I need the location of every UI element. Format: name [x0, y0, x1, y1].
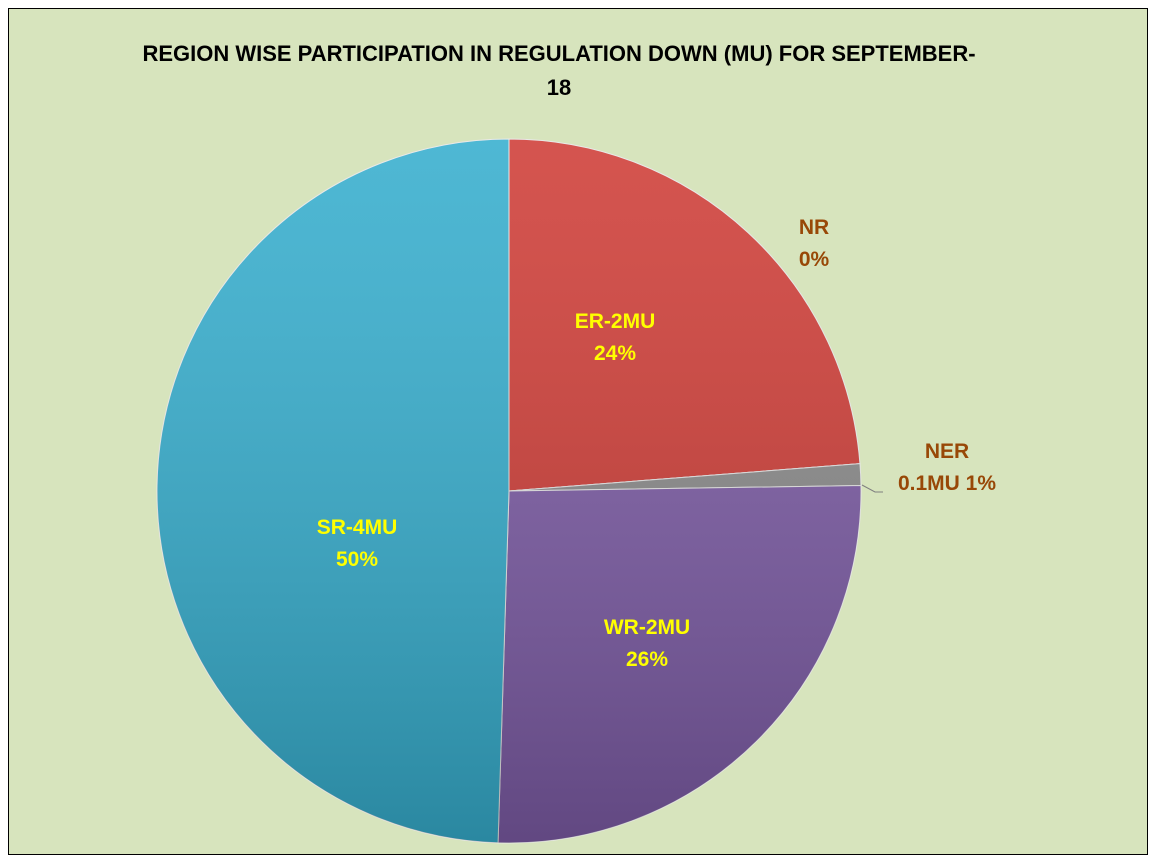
value-label: 1% [965, 472, 997, 495]
chart [156, 138, 883, 844]
pie-slice [156, 138, 510, 844]
category-label: WR-2MU [603, 616, 691, 639]
slice-label: NR 0% [799, 212, 829, 276]
chart-area: REGION WISE PARTICIPATION IN REGULATION … [8, 8, 1148, 855]
value-label: 24% [593, 342, 637, 365]
value-label: 50% [335, 548, 379, 571]
slice-label: NER 0.1MU 1% [897, 436, 997, 500]
category-label: NER 0.1MU [897, 440, 970, 495]
pie-slice [508, 138, 861, 492]
slice-label: SR-4MU 50% [317, 512, 398, 576]
leader-line [861, 484, 883, 493]
slice-label: WR-2MU 26% [604, 612, 690, 676]
category-label: ER-2MU [574, 310, 656, 333]
chart-title: REGION WISE PARTICIPATION IN REGULATION … [142, 41, 976, 100]
category-label: SR-4MU [316, 516, 398, 539]
slice-label: ER-2MU 24% [575, 306, 656, 370]
category-label: NR [798, 216, 830, 239]
value-label: 26% [625, 648, 669, 671]
value-label: 0% [798, 248, 830, 271]
